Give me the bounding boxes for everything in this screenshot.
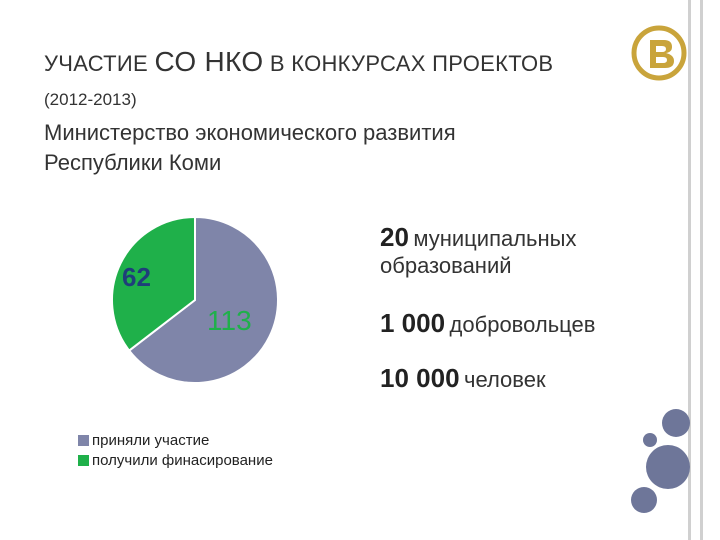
slide-title: Участие СО НКО в конкурсах проектов: [44, 46, 553, 78]
legend-item-participated: приняли участие: [78, 430, 273, 450]
title-part-2: СО НКО: [154, 46, 264, 77]
pie-chart: [111, 215, 279, 384]
stat-people: 10 000 человек: [380, 363, 546, 394]
stat-text: муниципальных: [413, 226, 577, 251]
frame-line-right: [700, 0, 703, 540]
pie-label-participated: 113: [207, 305, 252, 336]
stat-number: 20: [380, 222, 409, 252]
frame-line-left: [688, 0, 691, 540]
stat-text-2: образований: [380, 253, 512, 278]
stat-volunteers: 1 000 добровольцев: [380, 308, 595, 339]
pie-slice-participated: [127, 215, 279, 384]
legend-label-funded: получили финасирование: [92, 451, 273, 469]
stat-text: человек: [463, 367, 546, 392]
stat-number: 10 000: [380, 363, 460, 393]
organization-logo-icon: [631, 25, 687, 81]
slide-body: Министерство экономического развития Рес…: [44, 118, 564, 178]
title-part-1: Участие: [44, 51, 149, 76]
stat-number: 1 000: [380, 308, 446, 338]
title-part-3: в конкурсах проектов: [269, 51, 554, 76]
body-line-2: Республики Коми: [44, 150, 222, 175]
legend-swatch-blue: [78, 434, 89, 446]
legend-label-participated: приняли участие: [92, 431, 210, 449]
decorative-circles-icon: [631, 409, 690, 513]
pie-label-funded: 62: [122, 262, 151, 292]
slide-subtitle: (2012-2013): [44, 90, 137, 109]
stat-text: добровольцев: [449, 312, 596, 337]
chart-legend: приняли участие получили финасирование: [78, 430, 273, 470]
stat-municipalities: 20 муниципальных образований: [380, 222, 576, 279]
legend-item-funded: получили финасирование: [78, 450, 273, 470]
pie-slice-funded: [111, 215, 196, 352]
body-line-1: Министерство экономического развития: [44, 120, 456, 145]
legend-swatch-green: [78, 454, 89, 466]
